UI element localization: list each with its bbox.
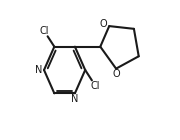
Text: N: N [71,94,79,104]
Text: O: O [113,69,121,79]
Text: O: O [100,19,107,29]
Text: N: N [35,65,42,75]
Text: Cl: Cl [39,26,49,36]
Text: Cl: Cl [91,81,100,91]
